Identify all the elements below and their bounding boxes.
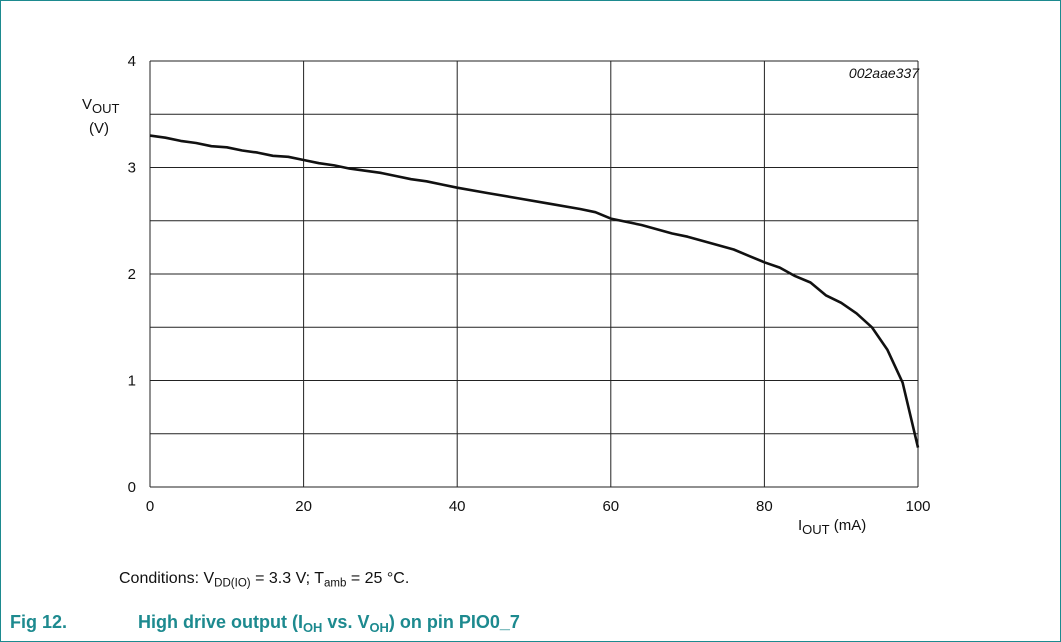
y-axis-label-main: V [82, 96, 92, 113]
grid [149, 60, 919, 488]
conditions-prefix: Conditions: V [119, 570, 215, 587]
caption-sub-1: OH [302, 619, 323, 635]
x-axis-label-sub: OUT [802, 522, 830, 537]
conditions-vdd-sub: DD(IO) [214, 577, 251, 590]
x-tick-label: 60 [602, 498, 619, 515]
x-tick-label: 40 [449, 498, 466, 515]
caption-part-1: High drive output (I [138, 612, 303, 632]
series-line [149, 134, 920, 448]
y-tick-label: 1 [128, 373, 136, 390]
chart-code-label: 002aae337 [849, 65, 920, 81]
x-axis-label-main: I [798, 517, 802, 534]
x-axis-label: IOUT (mA) [798, 517, 866, 537]
y-axis-label-sub: OUT [92, 101, 120, 116]
caption-part-2: vs. V [322, 612, 370, 632]
x-tick-label: 80 [756, 498, 773, 515]
x-tick-label: 100 [905, 498, 930, 515]
conditions-tamb-sub: amb [324, 577, 347, 590]
conditions-suffix: = 25 °C. [346, 570, 410, 587]
y-tick-label: 4 [128, 53, 136, 70]
y-tick-label: 0 [128, 479, 136, 496]
x-tick-label: 0 [146, 498, 154, 515]
figure-number: Fig 12. [10, 612, 68, 632]
caption-part-3: ) on pin PIO0_7 [388, 612, 520, 632]
y-tick-label: 3 [128, 160, 136, 177]
x-axis-ticks: 0 20 40 60 80 100 [146, 498, 931, 515]
conditions-note: Conditions: VDD(IO) = 3.3 V; Tamb = 25 °… [119, 570, 410, 590]
y-axis-label: VOUT [82, 96, 120, 116]
figure-caption: Fig 12. High drive output (IOH vs. VOH) o… [10, 612, 520, 635]
y-axis-unit: (V) [89, 120, 109, 137]
conditions-mid: = 3.3 V; T [250, 570, 325, 587]
x-tick-label: 20 [295, 498, 312, 515]
y-tick-label: 2 [128, 266, 136, 283]
y-axis-ticks: 0 1 2 3 4 [128, 53, 136, 496]
x-axis-label-unit: (mA) [834, 517, 867, 534]
caption-sub-2: OH [369, 619, 389, 635]
